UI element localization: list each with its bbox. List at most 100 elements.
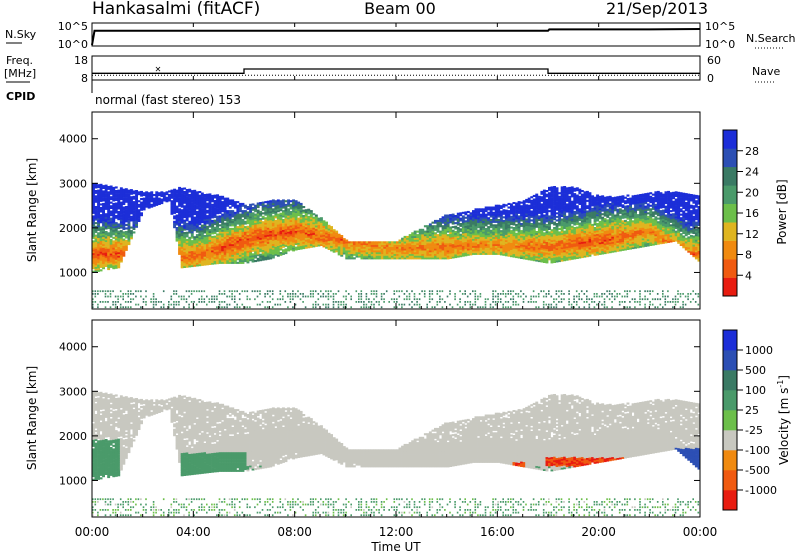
power-cell (117, 301, 119, 303)
power-cell (398, 248, 402, 251)
power-cell (494, 240, 498, 243)
power-cell (190, 227, 194, 230)
power-cell (385, 246, 389, 249)
power-cell (507, 249, 511, 252)
power-cell (441, 253, 445, 256)
power-cell (271, 231, 275, 234)
power-cell (185, 219, 189, 222)
power-cell (97, 293, 99, 295)
power-cell (464, 252, 468, 255)
power-cell (548, 220, 551, 223)
power-cell (185, 190, 189, 193)
power-cell (545, 238, 549, 241)
power-cell (249, 212, 252, 215)
power-cell (535, 241, 539, 244)
power-cell (320, 240, 323, 243)
power-cell (522, 298, 525, 301)
power-cell (183, 216, 187, 219)
power-cell (373, 253, 377, 256)
power-cell (216, 262, 219, 265)
power-cell (211, 241, 214, 244)
power-cell (99, 258, 103, 261)
power-cell (206, 209, 209, 212)
power-cell (464, 241, 468, 244)
power-cell (542, 239, 546, 242)
power-cell (474, 290, 477, 293)
power-cell (218, 202, 222, 205)
power-cell (223, 242, 227, 245)
power-cell (449, 293, 451, 295)
power-cell (403, 248, 407, 251)
power-cell (124, 223, 128, 226)
power-cell (408, 253, 412, 256)
power-cell (408, 237, 412, 240)
power-cell (466, 210, 470, 213)
power-cell (284, 225, 288, 228)
power-cell (439, 255, 442, 258)
power-cell (114, 266, 118, 269)
power-cell (426, 241, 430, 244)
power-cell (421, 252, 425, 255)
power-cell (251, 206, 255, 209)
power-cell (330, 249, 333, 252)
power-cell (112, 190, 116, 193)
power-cell (109, 201, 113, 204)
power-cell (510, 215, 513, 218)
power-cell (251, 231, 255, 234)
power-cell (173, 217, 176, 220)
power-cell (99, 192, 103, 195)
power-cell (99, 215, 103, 218)
power-cell (360, 295, 363, 298)
power-cell (94, 259, 98, 262)
power-cell (484, 306, 487, 309)
power-cell (537, 240, 541, 243)
power-cell (114, 215, 118, 218)
power-cell (459, 219, 463, 222)
power-cell (122, 219, 126, 222)
power-cell (218, 235, 222, 238)
power-cell (368, 246, 371, 249)
power-cell (492, 235, 496, 238)
power-cell (332, 248, 336, 251)
power-cell (347, 253, 351, 256)
power-cell (441, 232, 445, 235)
power-cell (439, 295, 441, 298)
power-cell (241, 260, 245, 263)
power-cell (178, 252, 181, 255)
power-cell (375, 293, 378, 295)
power-cell (479, 229, 483, 232)
power-cell (175, 210, 179, 213)
power-cell (109, 246, 113, 249)
power-cell (368, 255, 371, 258)
power-cell (92, 261, 95, 264)
power-cell (542, 257, 546, 260)
power-cell (413, 241, 417, 244)
power-cell (289, 230, 293, 233)
power-cell (474, 217, 478, 220)
power-cell (325, 230, 328, 233)
power-cell (102, 192, 105, 195)
power-cell (502, 219, 506, 222)
power-cell (254, 208, 257, 211)
power-cell (373, 306, 375, 309)
power-cell (530, 249, 534, 252)
power-cell (142, 192, 146, 195)
power-cell (434, 257, 437, 260)
power-cell (99, 187, 103, 190)
power-cell (520, 242, 523, 245)
power-cell (223, 206, 227, 209)
power-cell (507, 240, 511, 243)
power-cell (226, 260, 230, 263)
power-cell (530, 206, 534, 209)
power-cell (345, 298, 347, 301)
power-cell (223, 235, 227, 238)
power-cell (122, 201, 126, 204)
power-cell (127, 210, 131, 213)
power-cell (548, 247, 551, 250)
power-cell (251, 253, 255, 256)
power-cell (489, 220, 493, 223)
power-cell (279, 243, 283, 246)
power-cell (117, 253, 121, 256)
power-cell (347, 257, 351, 260)
power-cell (347, 246, 351, 249)
